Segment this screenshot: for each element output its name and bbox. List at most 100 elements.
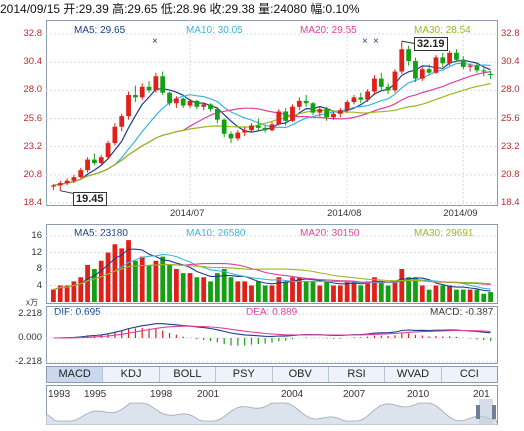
- x-marker: ×: [362, 36, 368, 47]
- volume-bar: [235, 281, 241, 302]
- candle: [426, 64, 432, 76]
- candle: [126, 91, 131, 120]
- volume-axis-label: 12: [31, 246, 42, 258]
- candle: [351, 95, 357, 105]
- vol-ma10-line: [53, 254, 491, 291]
- volume-bar: [310, 281, 316, 302]
- volume-bar: [146, 264, 152, 302]
- candle: [201, 102, 207, 111]
- candle: [57, 180, 63, 191]
- volume-bar: [249, 285, 254, 302]
- price-axis-label-right: 25.6: [501, 112, 520, 124]
- timeline-sparkline: [46, 399, 498, 425]
- macd-axis-label: 2.218: [18, 308, 42, 319]
- candle: [433, 55, 439, 74]
- candle: [276, 109, 282, 126]
- candle: [460, 56, 466, 70]
- candle: [454, 49, 459, 63]
- ma5-legend: MA5: 29.65: [74, 25, 126, 36]
- price-axis-label-right: 30.4: [501, 56, 520, 68]
- indicator-tabs: MACD KDJ BOLL PSY OBV RSI WVAD CCI: [46, 366, 498, 383]
- volume-bar: [372, 277, 377, 302]
- volume-bar: [331, 285, 336, 302]
- volume-bar: [208, 281, 213, 302]
- dea-line: [53, 325, 491, 339]
- tab-boll[interactable]: BOLL: [160, 367, 217, 382]
- candle: [413, 57, 418, 83]
- date-label: 2014/09: [443, 208, 478, 219]
- macd-chart: [46, 313, 498, 363]
- tab-kdj[interactable]: KDJ: [103, 367, 160, 382]
- volume-bar: [488, 292, 493, 302]
- candle: [78, 167, 84, 179]
- timeline-year-label: 2004: [281, 389, 304, 400]
- tab-cci[interactable]: CCI: [459, 368, 479, 380]
- candle: [214, 106, 220, 124]
- candle: [296, 97, 302, 111]
- ma30-line: [53, 82, 491, 186]
- volume-bar: [296, 277, 302, 302]
- candle: [283, 107, 289, 126]
- ma30-legend: MA30: 28.54: [414, 25, 471, 36]
- candle: [378, 72, 384, 91]
- volume-bar: [194, 277, 200, 302]
- volume-bar: [160, 256, 166, 302]
- timeline-handle-right: [492, 405, 496, 419]
- candle: [208, 103, 213, 112]
- candle: [392, 69, 398, 93]
- candle: [160, 71, 166, 96]
- vol-ma30-line: [53, 264, 491, 291]
- price-axis-label-left: 20.8: [23, 168, 43, 180]
- candle: [146, 80, 152, 93]
- volume-bar: [358, 285, 364, 302]
- volume-bar: [262, 285, 268, 302]
- candle: [194, 99, 200, 110]
- volume-bar: [419, 285, 425, 302]
- price-axis-label-right: 28.0: [501, 84, 520, 96]
- candlestick-chart: × × ×: [46, 20, 498, 206]
- dif-legend: DIF: 0.695: [54, 307, 101, 318]
- volume-bar: [378, 281, 384, 302]
- candle: [235, 130, 241, 141]
- volume-bar: [317, 285, 323, 302]
- candle: [242, 126, 248, 137]
- candle: [71, 174, 77, 184]
- candle: [372, 75, 377, 96]
- price-axis-label-right: 18.4: [501, 197, 520, 208]
- candle: [139, 83, 145, 100]
- price-axis-label-right: 20.8: [501, 168, 520, 180]
- candle: [153, 72, 159, 93]
- macd-axis-label: 0.000: [18, 332, 42, 343]
- candle: [167, 91, 172, 106]
- volume-bar: [406, 277, 412, 302]
- volume-axis-label: 8: [36, 263, 42, 274]
- quote-header: 2014/09/15 开:29.39 高:29.65 低:28.96 收:29.…: [0, 2, 360, 16]
- volume-bar: [153, 260, 159, 302]
- candle: [187, 98, 193, 108]
- tab-macd[interactable]: MACD: [47, 367, 104, 382]
- timeline-handle-left: [476, 405, 480, 419]
- tab-wvad[interactable]: WVAD: [385, 367, 442, 382]
- candle: [337, 107, 343, 118]
- volume-bar: [337, 285, 343, 302]
- volume-bar: [51, 289, 56, 302]
- volume-bar: [57, 285, 63, 302]
- dea-legend: DEA: 0.889: [246, 307, 298, 318]
- tab-obv[interactable]: OBV: [273, 367, 329, 382]
- vol-ma30-legend: MA30: 29691: [414, 228, 474, 239]
- price-axis-label-left: 18.4: [23, 197, 43, 208]
- volume-bar: [276, 277, 282, 302]
- volume-unit-label: x万: [26, 298, 38, 307]
- volume-bar: [173, 269, 179, 302]
- candle: [358, 92, 364, 104]
- volume-bar: [385, 285, 391, 302]
- candle: [419, 66, 425, 81]
- volume-bar: [290, 277, 295, 302]
- volume-chart: [46, 235, 498, 302]
- volume-bar: [399, 269, 405, 302]
- volume-bar: [433, 285, 439, 302]
- candle: [399, 41, 405, 74]
- candle: [249, 123, 254, 133]
- tab-psy[interactable]: PSY: [216, 367, 273, 382]
- tab-rsi[interactable]: RSI: [329, 367, 386, 382]
